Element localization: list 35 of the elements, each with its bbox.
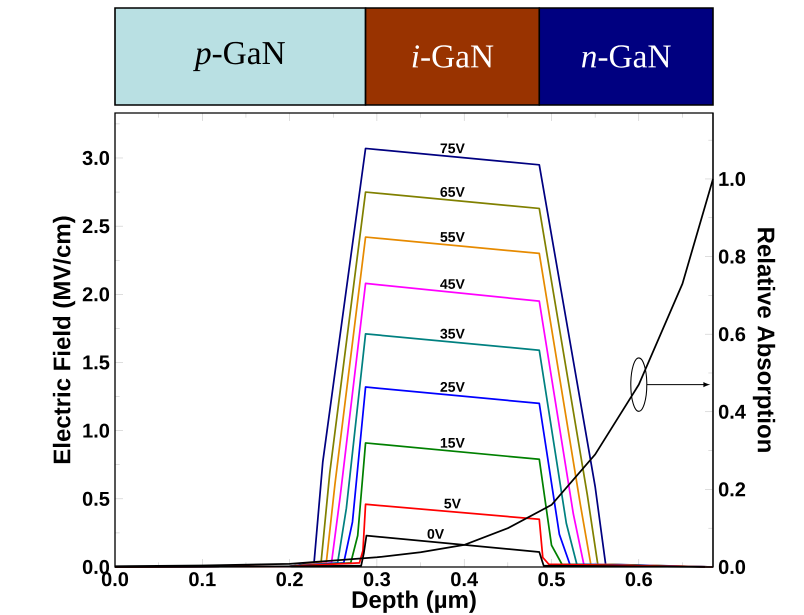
- series-label: 15V: [440, 438, 465, 448]
- y-tick-label: 0.0: [82, 560, 110, 574]
- y-tick-label: 1.0: [83, 424, 110, 438]
- series-label: 25V: [440, 382, 465, 392]
- x-tick-label: 0.5: [538, 572, 565, 586]
- y-tick-label: 2.0: [82, 287, 110, 302]
- series-label: 0V: [428, 528, 444, 539]
- text: n-GaN: [582, 45, 671, 68]
- series-label: 5V: [444, 498, 461, 508]
- series-label: 55V: [440, 232, 465, 242]
- x-tick-label: 0.2: [276, 572, 303, 586]
- series-label: 35V: [440, 328, 465, 339]
- x-axis-title: Depth (µm): [352, 590, 476, 613]
- x-tick-label: 0.4: [451, 572, 478, 586]
- y-tick-label: 0.5: [82, 492, 110, 506]
- x-tick-label: 0.3: [364, 572, 390, 586]
- series-label: 45V: [440, 279, 465, 289]
- series-label: 65V: [440, 187, 465, 197]
- y-axis-title: Electric Field (MV/cm): [52, 216, 76, 464]
- text: p-GaN: [192, 42, 285, 72]
- y2-tick-label: 0.0: [718, 560, 746, 574]
- y-tick-label: 2.5: [82, 219, 110, 234]
- y2-tick-label: 0.8: [718, 249, 746, 264]
- y2-tick-label: 0.2: [718, 482, 746, 496]
- y-tick-label: 3.0: [82, 150, 110, 166]
- text: i-GaN: [412, 45, 494, 68]
- x-tick-label: 0.0: [102, 572, 128, 586]
- x-tick-label: 0.1: [189, 572, 216, 586]
- y2-tick-label: 0.6: [718, 327, 746, 342]
- x-tick-label: 0.6: [626, 572, 652, 586]
- y2-axis-title: Relative Absorption: [752, 228, 776, 452]
- series-label: 75V: [440, 144, 465, 154]
- y2-tick-label: 1.0: [719, 172, 746, 186]
- y-tick-label: 1.5: [83, 356, 110, 370]
- y2-tick-label: 0.4: [718, 404, 746, 419]
